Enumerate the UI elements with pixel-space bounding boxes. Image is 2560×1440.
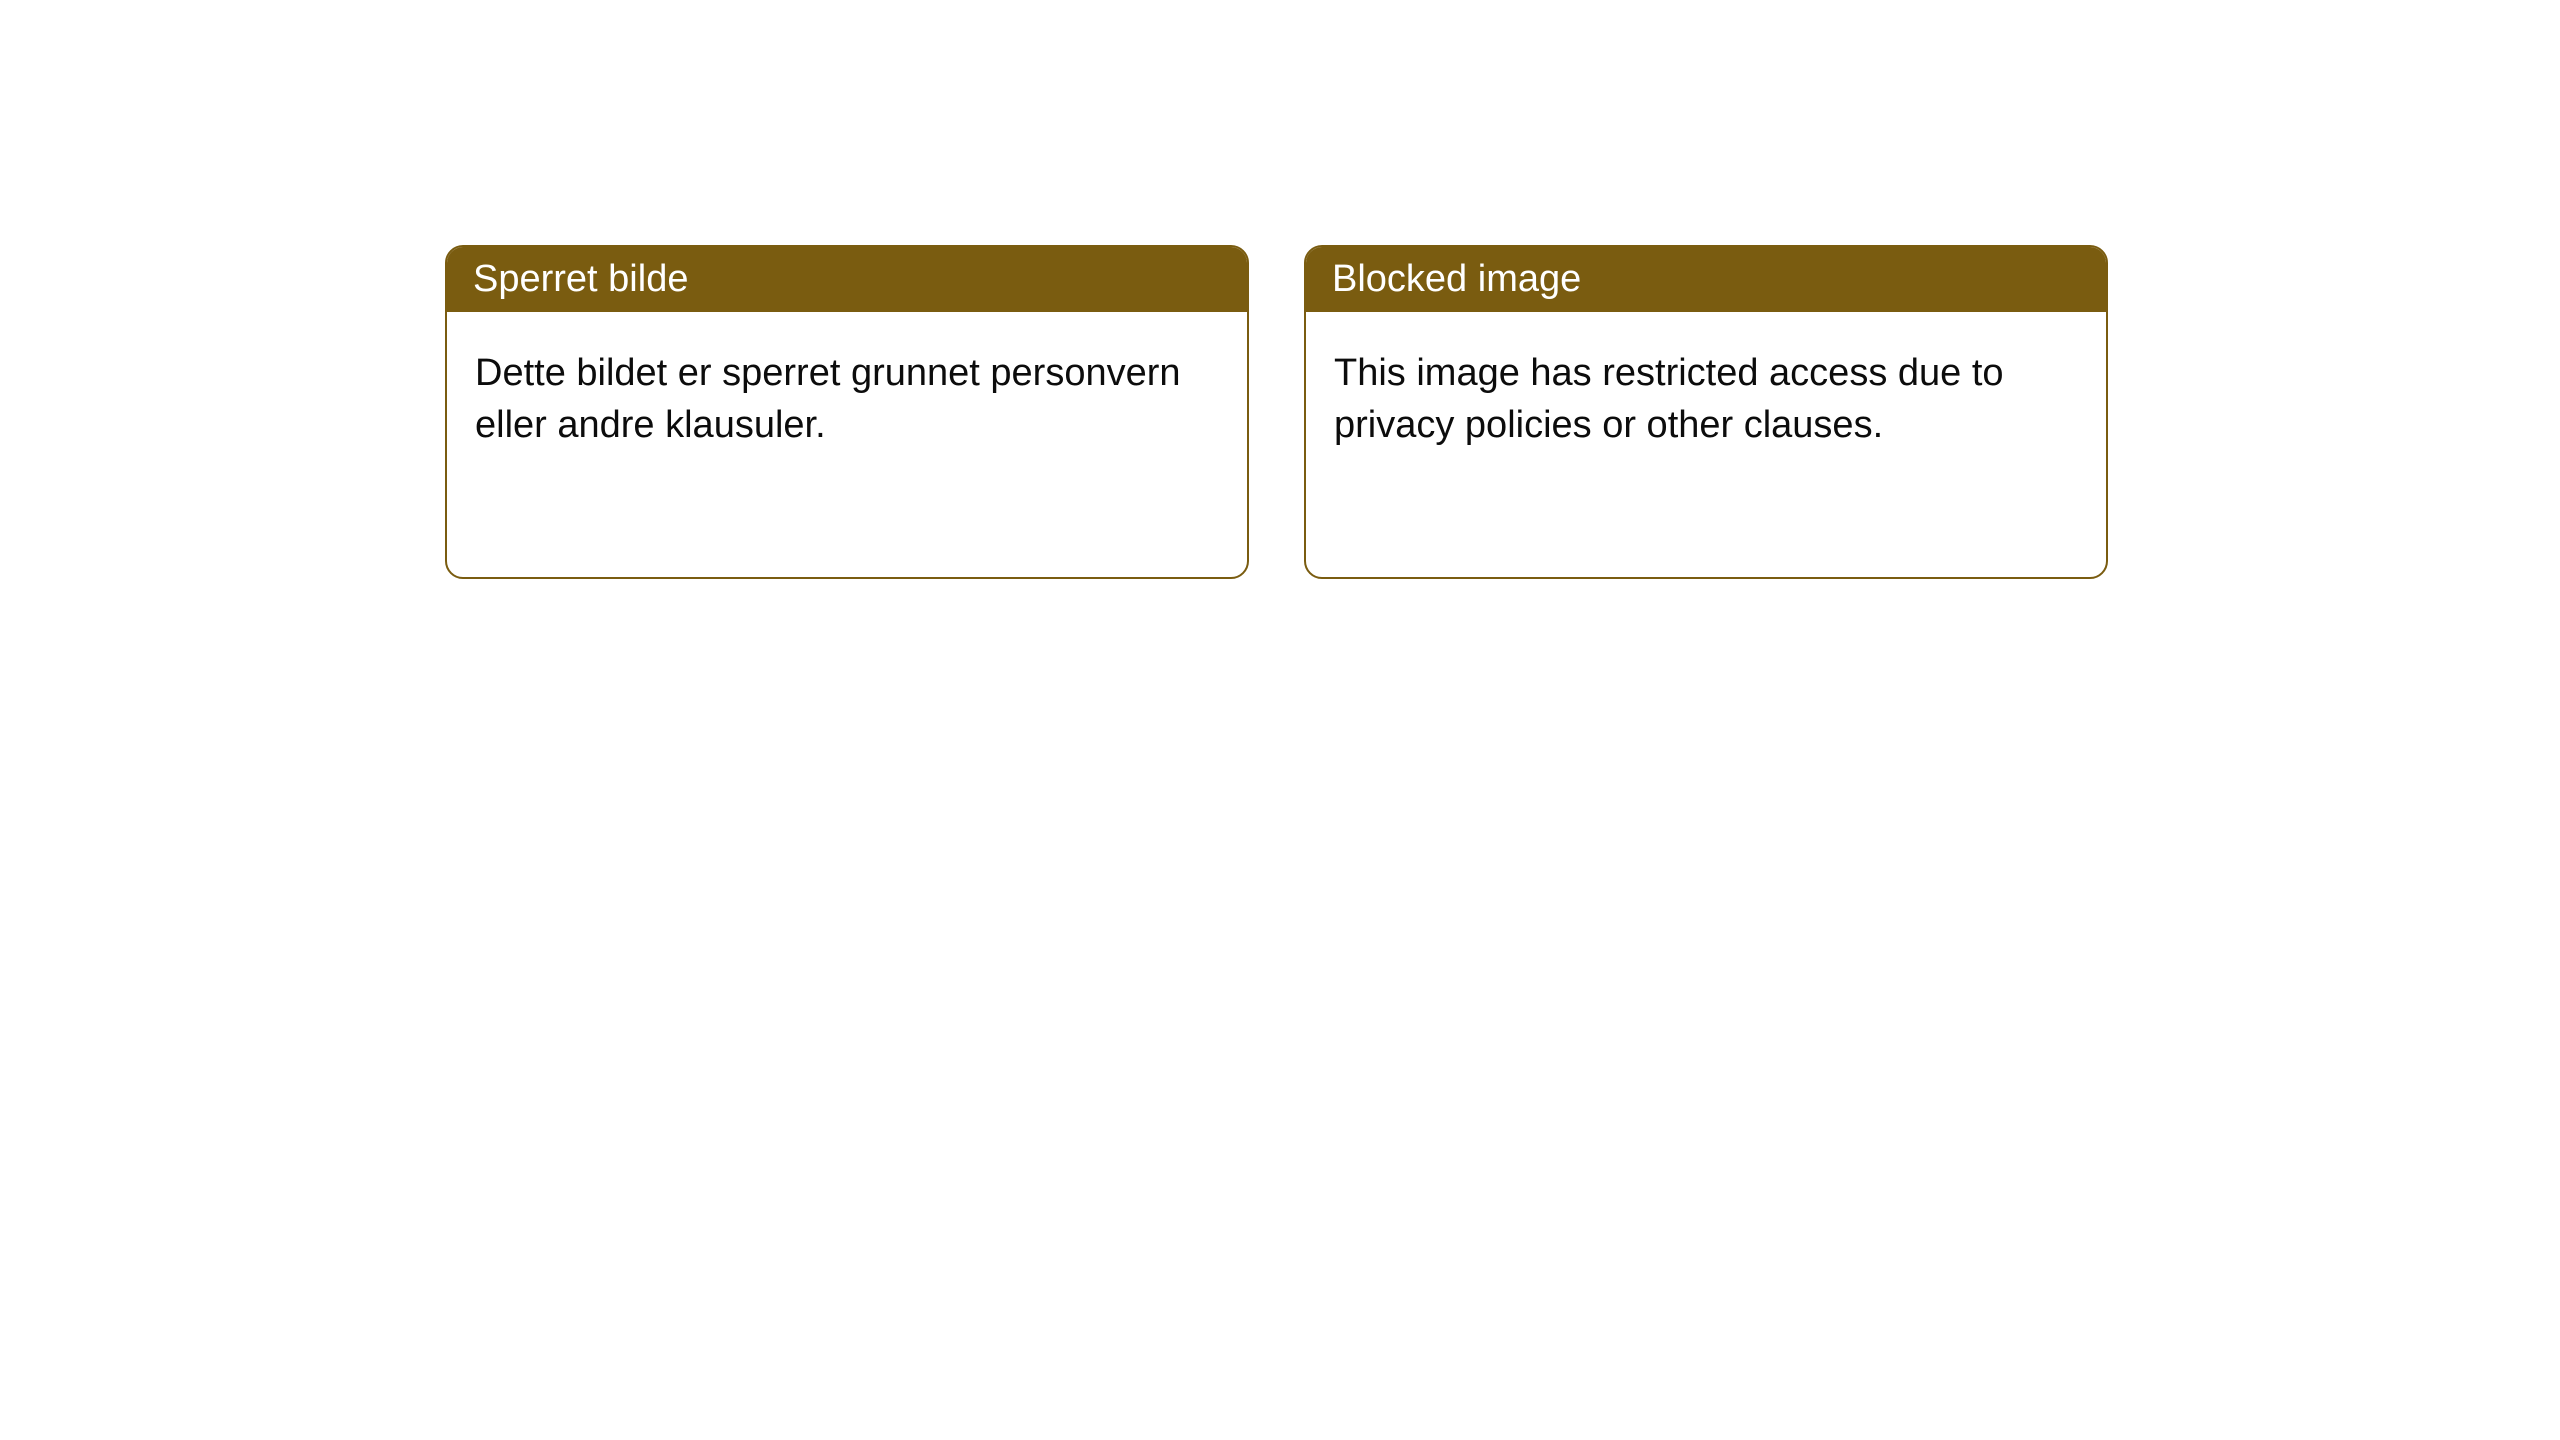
card-body-en: This image has restricted access due to … xyxy=(1306,312,2106,577)
blocked-image-card-en: Blocked image This image has restricted … xyxy=(1304,245,2108,579)
card-container: Sperret bilde Dette bildet er sperret gr… xyxy=(0,0,2560,579)
card-title-no: Sperret bilde xyxy=(447,247,1247,312)
card-title-en: Blocked image xyxy=(1306,247,2106,312)
card-body-no: Dette bildet er sperret grunnet personve… xyxy=(447,312,1247,577)
blocked-image-card-no: Sperret bilde Dette bildet er sperret gr… xyxy=(445,245,1249,579)
